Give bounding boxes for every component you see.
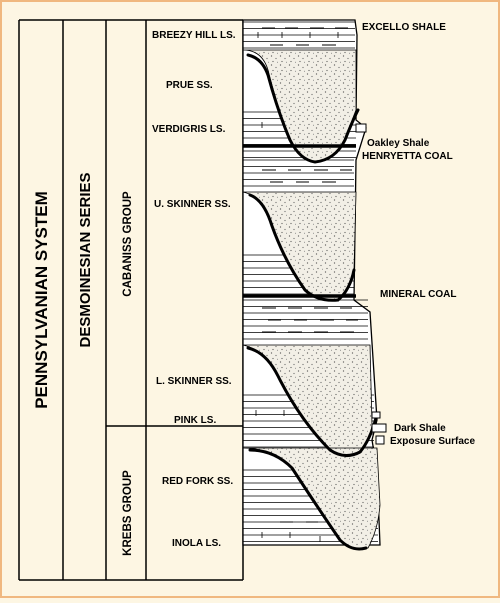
cabaniss-group-label: CABANISS GROUP [122, 191, 134, 297]
prue-label: PRUE SS. [166, 80, 213, 91]
excello-label: EXCELLO SHALE [362, 22, 446, 33]
mineral-label: MINERAL COAL [380, 289, 456, 300]
krebs-group-label: KREBS GROUP [122, 470, 134, 556]
u-skinner-label: U. SKINNER SS. [154, 199, 231, 210]
l-skinner-label: L. SKINNER SS. [156, 376, 232, 387]
henryetta-label: HENRYETTA COAL [362, 151, 453, 162]
series-label: DESMOINESIAN SERIES [77, 172, 94, 347]
pink-label: PINK LS. [174, 415, 216, 426]
inola-label: INOLA LS. [172, 538, 221, 549]
shale-dashes [262, 27, 358, 523]
verdigris-label: VERDIGRIS LS. [152, 124, 226, 135]
side-ledges [355, 123, 387, 445]
red-fork-label: RED FORK SS. [162, 476, 233, 487]
coal-beds [243, 144, 356, 298]
channel-bases [246, 53, 378, 551]
system-label: PENNSYLVANIAN SYSTEM [32, 191, 51, 409]
breezy-hill-label: BREEZY HILL LS. [152, 30, 236, 41]
oakley-label: Oakley Shale [367, 138, 430, 149]
dark-shale-label: Dark Shale [394, 423, 446, 434]
exposure-surface-label: Exposure Surface [390, 436, 475, 447]
